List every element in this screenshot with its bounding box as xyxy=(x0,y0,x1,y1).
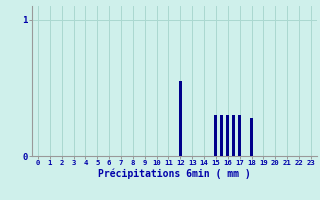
Bar xyxy=(238,115,241,156)
Bar xyxy=(232,115,235,156)
Bar xyxy=(220,115,223,156)
Bar xyxy=(250,118,253,156)
Bar xyxy=(214,115,217,156)
Bar xyxy=(226,115,229,156)
X-axis label: Précipitations 6min ( mm ): Précipitations 6min ( mm ) xyxy=(98,169,251,179)
Bar xyxy=(179,81,182,156)
